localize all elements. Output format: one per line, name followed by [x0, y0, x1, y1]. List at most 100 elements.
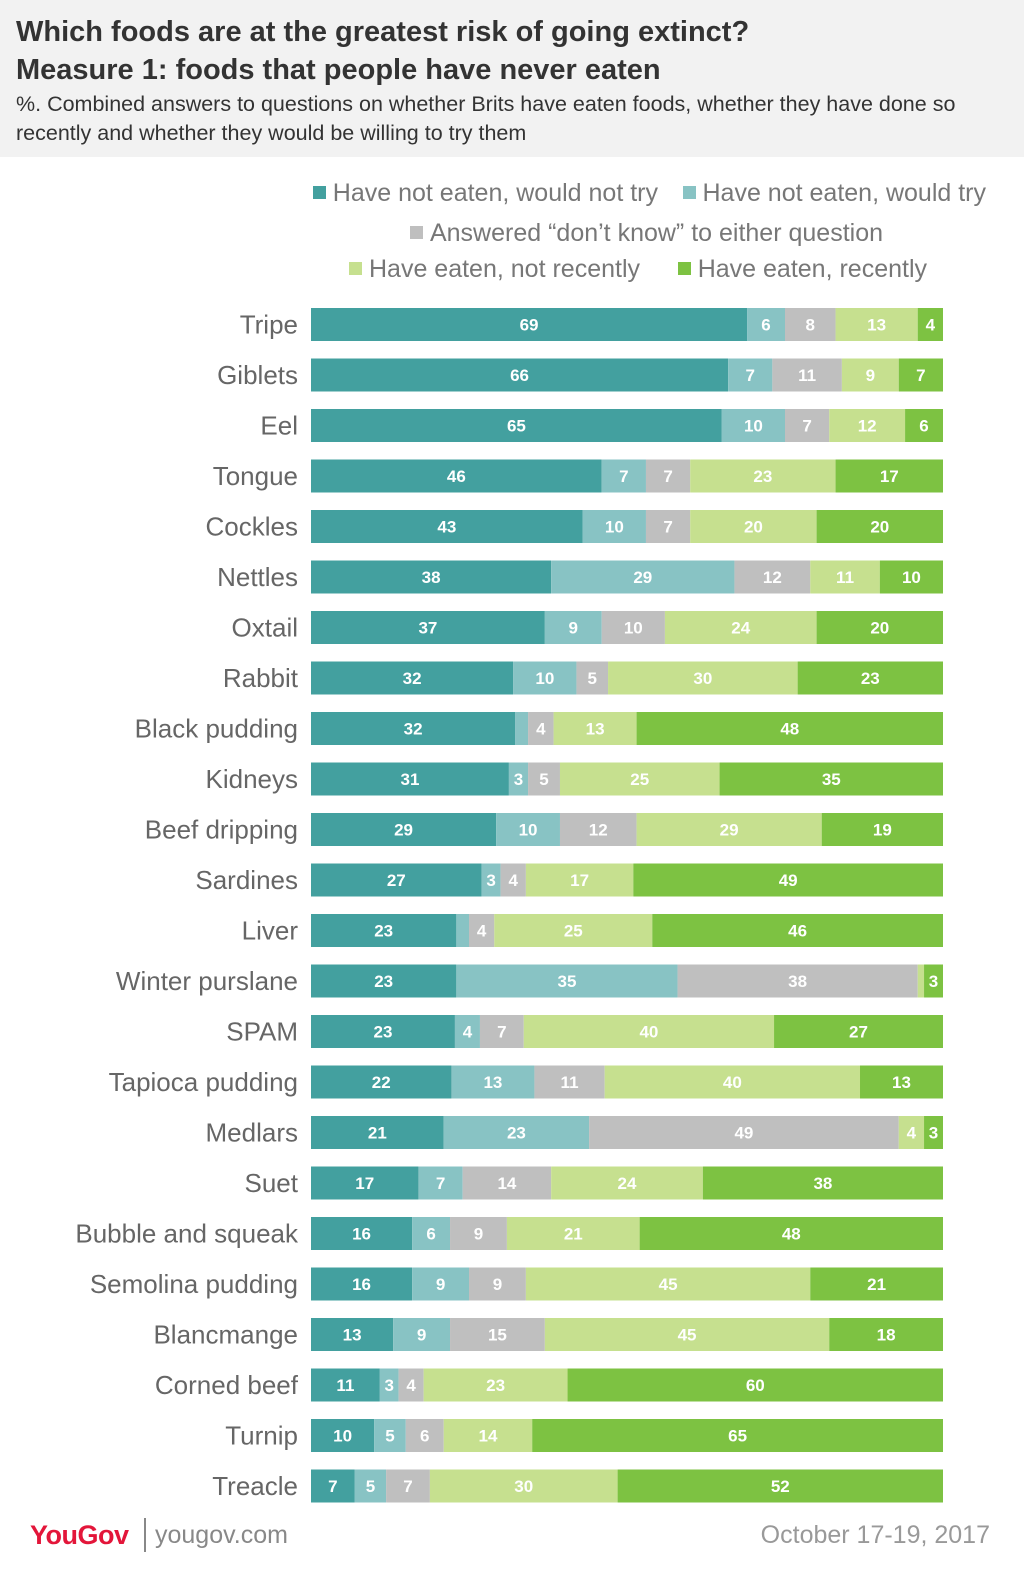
bar-segment-bubble-and-squeak-s3 [506, 1217, 640, 1250]
bar-segment-sardines-s3 [525, 863, 634, 897]
data-label-tripe-s1: 6 [761, 316, 770, 335]
category-label-giblets: Giblets [217, 360, 298, 390]
data-label-blancmange-s0: 13 [343, 1326, 362, 1345]
data-label-eel-s2: 7 [802, 417, 811, 436]
bar-segment-medlars-s3 [898, 1116, 925, 1149]
yougov-logo: YouGov [30, 1520, 129, 1550]
legend-label: Answered “don’t know” to either question [429, 219, 883, 247]
data-label-sardines-s1: 3 [486, 871, 495, 890]
category-label-rabbit: Rabbit [223, 663, 299, 693]
bar-segment-oxtail-s3 [664, 611, 817, 644]
bar-segment-semolina-pudding-s2 [469, 1267, 526, 1301]
category-label-corned-beef: Corned beef [155, 1370, 299, 1400]
bar-segment-liver-s0 [311, 914, 457, 947]
category-label-treacle: Treacle [212, 1471, 298, 1501]
bar-segment-black-pudding-s3 [553, 712, 637, 745]
data-label-blancmange-s4: 18 [877, 1326, 896, 1345]
data-label-bubble-and-squeak-s2: 9 [474, 1225, 483, 1244]
bar-segment-medlars-s2 [589, 1116, 899, 1149]
bar-segment-giblets-s2 [772, 358, 842, 392]
data-label-winter-purslane-s0: 23 [374, 972, 393, 991]
bar-segment-cockles-s3 [690, 510, 817, 543]
bar-segment-liver-s1 [456, 914, 469, 947]
data-label-nettles-s0: 38 [422, 568, 441, 587]
bar-segment-winter-purslane-s2 [677, 964, 918, 998]
data-label-liver-s4: 46 [788, 922, 807, 941]
data-label-nettles-s1: 29 [633, 568, 652, 587]
data-label-medlars-s2: 49 [734, 1124, 753, 1143]
data-label-giblets-s3: 9 [866, 366, 875, 385]
bar-segment-giblets-s4 [898, 358, 943, 392]
data-label-beef-dripping-s4: 19 [873, 821, 892, 840]
bar-segment-winter-purslane-s4 [924, 964, 943, 998]
bar-segment-eel-s3 [829, 409, 906, 442]
data-label-black-pudding-s4: 48 [780, 720, 799, 739]
data-label-suet-s2: 14 [497, 1174, 516, 1193]
data-label-treacle-s3: 30 [514, 1477, 533, 1496]
bar-segment-blancmange-s2 [450, 1318, 545, 1351]
footer-url: yougov.com [155, 1521, 288, 1549]
data-label-tongue-s1: 7 [619, 467, 628, 486]
bar-segment-nettles-s3 [810, 560, 880, 594]
bar-segment-black-pudding-s2 [528, 712, 554, 745]
bar-segment-blancmange-s1 [393, 1318, 451, 1351]
data-label-tongue-s3: 23 [753, 467, 772, 486]
data-label-tapioca-pudding-s1: 13 [483, 1073, 502, 1092]
chart-title-measure: Measure 1: foods that people have never … [16, 54, 661, 86]
data-label-sardines-s0: 27 [387, 871, 406, 890]
bar-segment-tapioca-pudding-s0 [311, 1065, 452, 1099]
bar-segment-liver-s3 [494, 914, 653, 947]
bar-segment-treacle-s3 [429, 1469, 618, 1503]
data-label-winter-purslane-s2: 38 [788, 972, 807, 991]
data-label-corned-beef-s3: 23 [486, 1376, 505, 1395]
data-label-spam-s4: 27 [849, 1023, 868, 1042]
bar-segment-tongue-s1 [601, 459, 646, 493]
bar-segment-tripe-s4 [917, 308, 943, 341]
bar-segment-bubble-and-squeak-s1 [412, 1217, 451, 1250]
data-label-corned-beef-s4: 60 [746, 1376, 765, 1395]
data-label-turnip-s3: 14 [478, 1427, 497, 1446]
data-label-spam-s1: 4 [463, 1023, 473, 1042]
data-label-tapioca-pudding-s2: 11 [561, 1073, 579, 1092]
bar-segment-cockles-s1 [582, 510, 646, 543]
data-label-black-pudding-s0: 32 [404, 720, 423, 739]
bar-segment-kidneys-s0 [311, 762, 509, 796]
legend-item-not-eaten-would-not-try: Have not eaten, would not try [312, 178, 658, 208]
bar-segment-turnip-s3 [443, 1419, 533, 1452]
bar-segment-spam-s3 [523, 1015, 775, 1048]
data-label-giblets-s0: 66 [510, 366, 529, 385]
data-label-tongue-s0: 46 [447, 467, 466, 486]
bar-segment-liver-s4 [652, 914, 943, 947]
data-label-black-pudding-s3: 13 [586, 720, 605, 739]
category-label-black-pudding: Black pudding [135, 714, 298, 744]
bar-segment-semolina-pudding-s1 [412, 1267, 469, 1301]
data-label-liver-s2: 4 [477, 922, 487, 941]
category-label-semolina-pudding: Semolina pudding [90, 1269, 298, 1299]
data-label-semolina-pudding-s0: 16 [352, 1275, 371, 1294]
data-label-kidneys-s2: 5 [539, 770, 548, 789]
bar-segment-corned-beef-s3 [423, 1368, 568, 1402]
bar-segment-corned-beef-s2 [398, 1368, 424, 1402]
data-label-rabbit-s4: 23 [861, 669, 880, 688]
bar-segment-tongue-s2 [645, 459, 691, 493]
data-label-cockles-s0: 43 [437, 518, 456, 537]
data-label-oxtail-s2: 10 [624, 619, 643, 638]
data-label-tripe-s3: 13 [867, 316, 886, 335]
data-label-semolina-pudding-s2: 9 [493, 1275, 502, 1294]
bar-segment-eel-s1 [721, 409, 785, 442]
legend-item-dont-know: Answered “don’t know” to either question [409, 218, 883, 248]
bar-segment-blancmange-s0 [311, 1318, 394, 1351]
data-label-blancmange-s3: 45 [678, 1326, 697, 1345]
category-label-turnip: Turnip [225, 1421, 298, 1451]
bar-segment-eel-s4 [905, 409, 943, 442]
data-label-liver-s3: 25 [564, 922, 583, 941]
data-label-suet-s1: 7 [436, 1174, 445, 1193]
data-label-rabbit-s0: 32 [403, 669, 422, 688]
bar-segment-spam-s4 [774, 1015, 943, 1048]
bar-segment-medlars-s0 [311, 1116, 444, 1149]
header-panel: Which foods are at the greatest risk of … [0, 0, 1024, 157]
data-label-medlars-s4: 3 [929, 1124, 938, 1143]
data-label-medlars-s0: 21 [368, 1124, 387, 1143]
bar-segment-nettles-s1 [551, 560, 735, 594]
data-label-giblets-s1: 7 [746, 366, 755, 385]
